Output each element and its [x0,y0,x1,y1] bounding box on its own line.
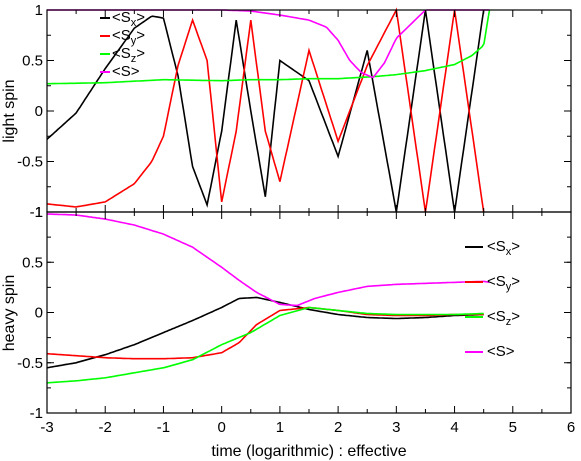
x-axis-label: time (logarithmic) : effective [211,443,406,460]
x-tick-label: 2 [334,419,342,436]
bottom-legend-label: <Sz> [487,308,520,328]
x-tick-label: 5 [509,419,517,436]
bottom-series-line-0 [46,296,484,369]
x-tick-label: 3 [392,419,400,436]
top-y-axis-label: light spin [1,79,18,142]
bottom-series-line-1 [46,306,484,360]
bottom-series-line-3 [46,213,490,307]
top-series-line-2 [47,9,491,85]
bottom-panel: -1 -0.5 0 0.5 1 -3 -2 -1 0 1 2 3 4 5 6 <Sx> <Sy> <Sz> <S> [17,204,575,436]
bottom-legend-label: <Sx> [487,238,520,258]
x-tick-label: -2 [99,419,112,436]
top-legend-label: <S> [112,63,140,80]
bottom-y-tick-label: -0.5 [17,355,43,372]
top-y-tick-label: 1 [35,2,43,19]
x-tick-label: 0 [217,419,225,436]
top-y-tick-label: -1 [30,204,43,221]
bottom-y-tick-label: 0.5 [22,254,43,271]
top-legend-label: <Sx> [112,9,145,29]
bottom-y-tick-label: -1 [30,405,43,422]
x-tick-label: 4 [450,419,458,436]
top-panel: -1 -0.5 0 0.5 1 <Sx><Sy><Sz><S> [17,2,572,221]
top-legend-label: <Sy> [112,27,145,47]
bottom-y-tick-label: 0 [35,305,43,322]
bottom-series-line-2 [46,306,484,384]
top-y-tick-label: -0.5 [17,154,43,171]
x-tick-label: 1 [276,419,284,436]
bottom-y-axis-label: heavy spin [1,275,18,352]
top-y-tick-label: 0 [35,103,43,120]
top-y-tick-label: 0.5 [22,53,43,70]
top-legend-label: <Sz> [112,45,145,65]
top-series-line-1 [46,7,485,213]
x-tick-label: -1 [157,419,170,436]
x-tick-label: -3 [40,419,53,436]
bottom-y-tick-label: 1 [35,204,43,221]
bottom-legend-label: <S> [487,343,515,360]
bottom-legend-label: <Sy> [487,273,520,293]
x-tick-label: 6 [567,419,575,436]
